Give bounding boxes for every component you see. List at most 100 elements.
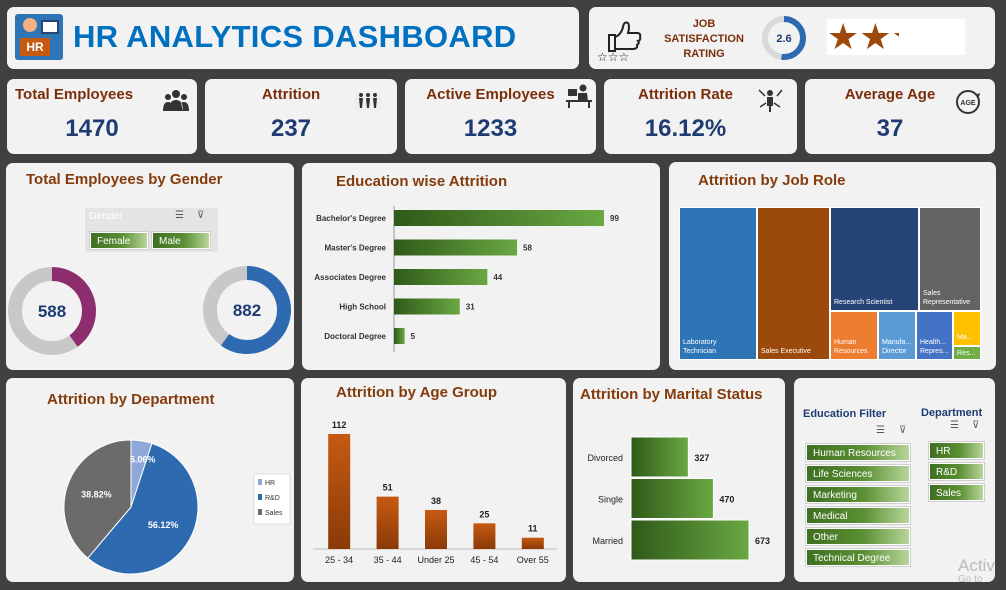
- female-donut: 588: [8, 267, 96, 355]
- svg-text:☆☆☆: ☆☆☆: [597, 50, 629, 63]
- kpi-value: 1233: [463, 115, 518, 142]
- category-label: Under 25: [417, 555, 454, 565]
- kpi-active-employees: Active Employees 1233: [405, 79, 596, 154]
- kpi-attrition-rate: Attrition Rate 16.12%: [604, 79, 797, 154]
- rate-person-icon: [758, 89, 783, 112]
- education-option[interactable]: Medical: [806, 507, 910, 524]
- department-panel: Attrition by Department 5.06% 56.12% 38.82…: [6, 378, 294, 582]
- category-label: Associates Degree: [314, 273, 386, 282]
- star-rating-fill: ★★★★★: [827, 19, 899, 55]
- marital-panel: Attrition by Marital Status Divorced 327 S…: [573, 378, 785, 582]
- people-group-icon: [163, 90, 189, 111]
- clear-filter-icon[interactable]: ⊽: [972, 420, 980, 431]
- rating-gauge-fill: [762, 16, 806, 60]
- legend-swatch: [258, 509, 262, 515]
- gender-option-female[interactable]: Female: [90, 232, 148, 249]
- education-bar: [394, 239, 518, 256]
- desk-worker-icon: [566, 84, 592, 108]
- department-option[interactable]: HR: [929, 442, 984, 459]
- job-satisfaction-label: JOB SATISFACTION RATING: [664, 18, 744, 60]
- kpi-label: Average Age: [844, 86, 936, 103]
- multi-select-icon[interactable]: ☰: [175, 210, 184, 221]
- pie-slice: [87, 442, 199, 575]
- panel-title: Education wise Attrition: [336, 173, 508, 190]
- category-label: Master's Degree: [325, 244, 387, 253]
- education-attrition-panel: Education wise Attrition Bachelor's Degr…: [302, 163, 660, 370]
- legend-label: Sales: [265, 510, 283, 517]
- treemap-cell: Human Resources: [830, 311, 878, 360]
- age-bar: [521, 537, 544, 549]
- category-label: Divorced: [587, 453, 623, 463]
- education-option[interactable]: Marketing: [806, 486, 910, 503]
- education-option[interactable]: Life Sciences: [806, 465, 910, 482]
- category-label: Bachelor's Degree: [316, 214, 386, 223]
- marital-bar: [630, 436, 689, 478]
- treemap-cell: Manufa... Director: [878, 311, 916, 360]
- category-label: 45 - 54: [470, 555, 498, 565]
- category-label: 25 - 34: [325, 555, 353, 565]
- job-satisfaction-panel: ☆☆☆ JOB SATISFACTION RATING 2.6 ★★★★★: [589, 7, 995, 69]
- category-label: Married: [592, 536, 623, 546]
- legend-swatch: [258, 479, 262, 485]
- svg-text:AGE: AGE: [960, 100, 976, 107]
- multi-select-icon[interactable]: ☰: [876, 425, 885, 436]
- value-label: 51: [383, 483, 393, 493]
- value-label: 5: [411, 332, 416, 341]
- male-donut-fill: [203, 266, 291, 354]
- star-rating: ★★★★★: [827, 19, 965, 55]
- gender-option-male[interactable]: Male: [152, 232, 210, 249]
- monitor-icon: [41, 20, 59, 34]
- kpi-average-age: Average Age 37 AGE: [805, 79, 995, 154]
- kpi-value: 1470: [65, 115, 119, 142]
- people-leaving-icon: [355, 91, 381, 111]
- male-count: 882: [233, 301, 261, 320]
- multi-select-icon[interactable]: ☰: [950, 420, 959, 431]
- department-pie-chart: 5.06% 56.12% 38.82% HR R&D Sales: [63, 439, 291, 575]
- pie-label: 5.06%: [130, 454, 156, 464]
- kpi-attrition: Attrition 237: [205, 79, 397, 154]
- marital-chart: Divorced 327 Single 470 Married 673: [587, 436, 770, 561]
- department-option[interactable]: R&D: [929, 463, 984, 480]
- panel-title: Total Employees by Gender: [26, 171, 223, 188]
- slicer-label: Gender: [89, 211, 123, 222]
- education-bar: [394, 298, 460, 315]
- kpi-total-employees: Total Employees 1470: [7, 79, 197, 154]
- legend-label: HR: [265, 480, 275, 487]
- treemap-cell: Laboratory Technician: [679, 207, 757, 360]
- treemap-cell: Sales Representative: [919, 207, 981, 311]
- kpi-label: Total Employees: [15, 86, 134, 103]
- education-option[interactable]: Technical Degree: [806, 549, 910, 566]
- rating-gauge: 2.6: [762, 16, 806, 60]
- kpi-value: 16.12%: [644, 115, 727, 142]
- treemap-cell: Res...: [953, 346, 981, 360]
- treemap-cell: Sales Executive: [757, 207, 830, 360]
- value-label: 673: [755, 536, 770, 546]
- category-label: Over 55: [517, 555, 549, 565]
- panel-title: Attrition by Job Role: [698, 172, 846, 189]
- education-bar: [394, 328, 405, 344]
- marital-bar: [630, 519, 750, 561]
- hr-logo: HR: [15, 14, 63, 60]
- age-badge-icon: AGE: [956, 90, 980, 114]
- value-label: 44: [493, 273, 502, 282]
- age-bar: [328, 434, 351, 549]
- education-filter-title: Education Filter: [803, 408, 887, 420]
- department-option[interactable]: Sales: [929, 484, 984, 501]
- age-group-chart: 112 25 - 34 51 35 - 44 38 Under 25 25 45 - 54 11…: [313, 420, 557, 565]
- kpi-label: Attrition: [261, 86, 321, 103]
- clear-filter-icon[interactable]: ⊽: [197, 210, 205, 221]
- activation-watermark: Activ Go to: [958, 556, 995, 585]
- value-label: 58: [523, 244, 532, 253]
- gender-slicer: Gender ☰ ⊽ Female Male: [85, 208, 218, 252]
- male-donut: 882: [203, 266, 291, 354]
- category-label: Doctoral Degree: [324, 332, 386, 341]
- education-option[interactable]: Other: [806, 528, 910, 545]
- education-option[interactable]: Human Resources: [806, 444, 910, 461]
- category-label: High School: [339, 303, 386, 312]
- pie-label: 56.12%: [148, 520, 179, 530]
- clear-filter-icon[interactable]: ⊽: [899, 425, 907, 436]
- person-icon: [23, 18, 37, 32]
- kpi-label: Active Employees: [426, 86, 555, 103]
- education-attrition-chart: Bachelor's Degree 99 Master's Degree 58 Asso…: [314, 206, 619, 352]
- treemap-cell: Ma...: [953, 311, 981, 346]
